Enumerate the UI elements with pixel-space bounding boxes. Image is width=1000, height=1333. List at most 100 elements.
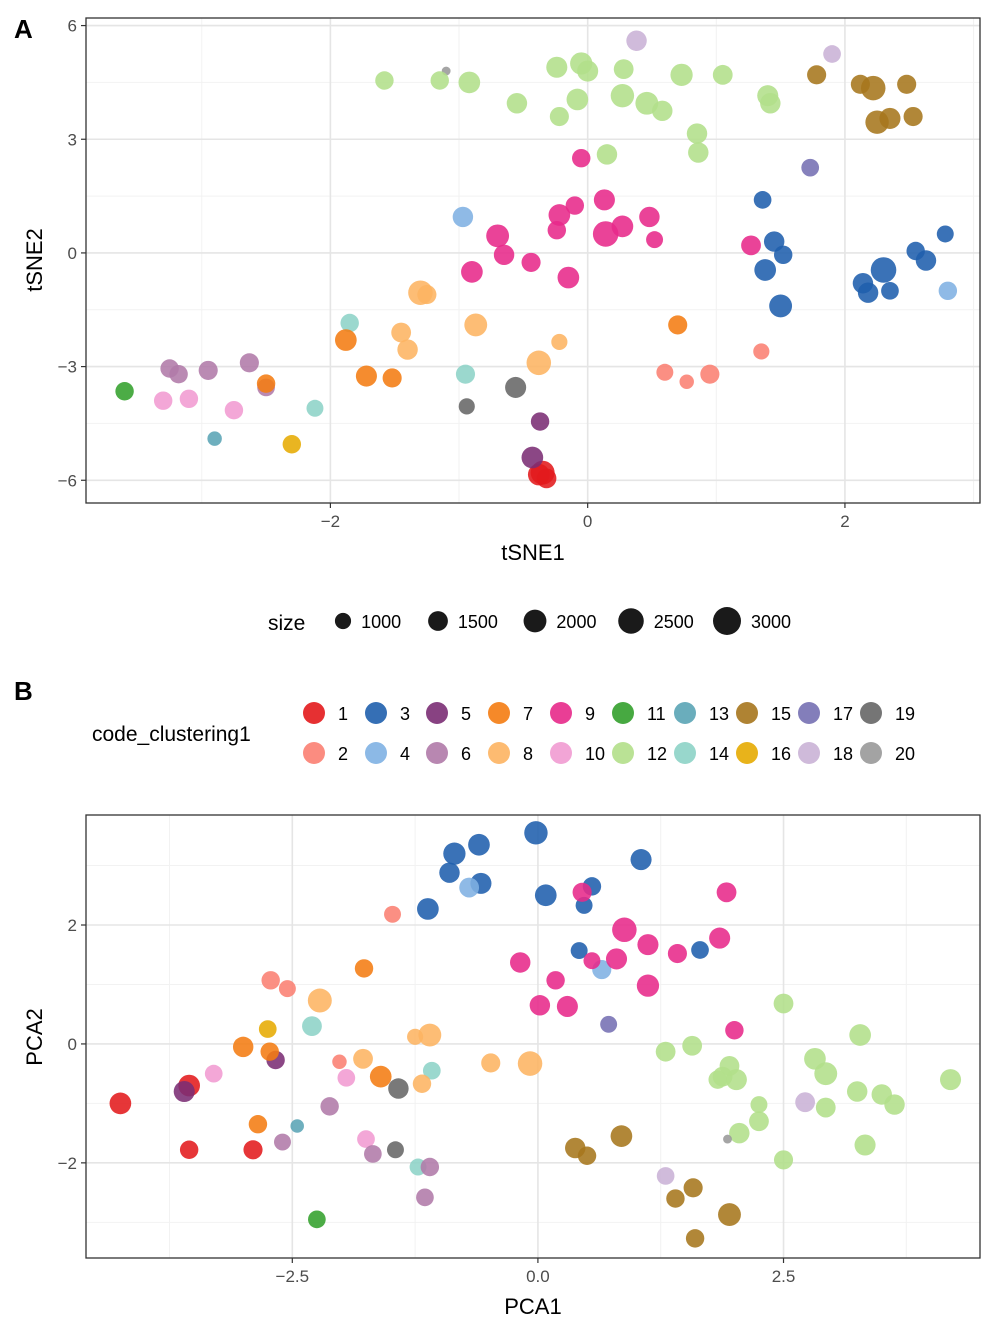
- data-point-cluster-14: [302, 1016, 322, 1036]
- data-point-cluster-3: [915, 250, 937, 271]
- data-point-cluster-8: [526, 350, 552, 376]
- data-point-cluster-12: [655, 1041, 676, 1062]
- plot-border: [85, 17, 981, 504]
- data-point-cluster-8: [551, 333, 568, 351]
- y-tick-label: 0: [68, 244, 77, 263]
- data-point-cluster-16: [258, 1020, 277, 1038]
- size-legend-key: [334, 612, 352, 630]
- data-point-cluster-3: [936, 225, 954, 243]
- data-point-cluster-6: [420, 1157, 440, 1177]
- size-legend-key: [428, 611, 448, 631]
- data-point-cluster-9: [639, 206, 660, 228]
- color-legend-label: 6: [461, 744, 471, 764]
- color-legend-key-8: [488, 742, 510, 764]
- data-point-cluster-3: [534, 884, 557, 907]
- data-point-cluster-12: [773, 1150, 794, 1170]
- x-tick-label: 2: [840, 512, 849, 531]
- color-legend-key-7: [488, 702, 510, 724]
- data-point-cluster-18: [823, 45, 841, 63]
- data-point-cluster-12: [610, 83, 635, 108]
- data-point-cluster-15: [860, 75, 886, 101]
- data-point-cluster-15: [897, 74, 917, 94]
- data-point-cluster-12: [760, 93, 781, 114]
- panel-b-x-axis-title: PCA1: [504, 1294, 561, 1319]
- data-point-cluster-18: [656, 1167, 675, 1185]
- data-point-cluster-12: [846, 1081, 868, 1102]
- data-point-cluster-14: [455, 364, 476, 384]
- data-point-cluster-9: [529, 995, 551, 1016]
- color-legend-label: 15: [771, 704, 791, 724]
- plot-border: [85, 814, 981, 1259]
- data-point-cluster-9: [461, 261, 483, 283]
- x-tick-label: 2.5: [772, 1267, 796, 1286]
- data-point-cluster-9: [546, 971, 565, 990]
- data-point-cluster-4: [452, 206, 474, 228]
- data-point-cluster-9: [565, 196, 585, 215]
- data-point-cluster-6: [364, 1145, 382, 1163]
- data-point-cluster-8: [391, 322, 412, 343]
- data-point-cluster-12: [652, 100, 673, 122]
- x-tick-label: 0.0: [526, 1267, 550, 1286]
- color-legend-key-9: [550, 702, 572, 724]
- data-point-cluster-2: [753, 343, 770, 360]
- data-point-cluster-6: [274, 1133, 291, 1151]
- data-point-cluster-12: [814, 1062, 838, 1086]
- data-point-cluster-2: [278, 980, 296, 998]
- data-point-cluster-10: [153, 391, 173, 410]
- data-point-cluster-7: [248, 1114, 268, 1134]
- data-point-cluster-12: [815, 1097, 836, 1118]
- y-tick-label: 6: [68, 17, 77, 36]
- data-point-cluster-7: [232, 1036, 254, 1058]
- data-point-cluster-19: [505, 376, 527, 398]
- data-point-cluster-7: [256, 374, 276, 393]
- data-point-cluster-3: [857, 282, 879, 303]
- color-legend-key-20: [860, 742, 882, 764]
- panel-b-y-axis-title: PCA2: [22, 1008, 47, 1065]
- size-legend-key: [713, 607, 741, 635]
- data-point-cluster-12: [854, 1134, 876, 1156]
- color-legend-key-13: [674, 702, 696, 724]
- data-point-cluster-15: [807, 65, 827, 85]
- data-point-cluster-12: [884, 1094, 905, 1115]
- color-legend-label: 3: [400, 704, 410, 724]
- data-point-cluster-9: [572, 148, 591, 168]
- data-point-cluster-9: [493, 244, 515, 266]
- data-point-cluster-12: [725, 1069, 747, 1091]
- data-point-cluster-4: [938, 281, 958, 301]
- data-point-cluster-9: [557, 266, 580, 289]
- data-point-cluster-11: [115, 382, 134, 401]
- data-point-cluster-18: [795, 1092, 816, 1113]
- data-point-cluster-3: [753, 191, 772, 209]
- data-point-cluster-14: [306, 399, 324, 417]
- data-point-cluster-7: [334, 329, 357, 351]
- color-legend: code_clustering1 12345678910111213141516…: [92, 702, 915, 764]
- y-tick-label: −3: [58, 358, 77, 377]
- color-legend-label: 18: [833, 744, 853, 764]
- data-point-cluster-7: [355, 365, 377, 387]
- color-legend-key-6: [426, 742, 448, 764]
- data-point-cluster-12: [458, 71, 481, 94]
- data-point-cluster-12: [549, 106, 569, 127]
- color-legend-key-18: [798, 742, 820, 764]
- panel-a-x-axis-title: tSNE1: [501, 540, 565, 565]
- y-tick-label: 3: [68, 130, 77, 149]
- data-point-cluster-9: [636, 974, 660, 997]
- y-tick-label: 0: [68, 1035, 77, 1054]
- data-point-cluster-9: [667, 943, 687, 964]
- data-point-cluster-9: [572, 882, 592, 902]
- color-legend-label: 4: [400, 744, 410, 764]
- data-point-cluster-13: [207, 431, 222, 446]
- color-legend-title: code_clustering1: [92, 723, 251, 746]
- data-point-cluster-12: [670, 63, 693, 86]
- data-point-cluster-10: [357, 1130, 375, 1148]
- panel-a-y-axis-title: tSNE2: [22, 228, 47, 292]
- data-point-cluster-1: [179, 1140, 199, 1159]
- data-point-cluster-9: [637, 934, 659, 956]
- size-legend-label: 2000: [556, 612, 596, 632]
- data-point-cluster-15: [685, 1229, 705, 1248]
- data-point-cluster-12: [750, 1096, 768, 1114]
- data-point-cluster-7: [382, 368, 402, 388]
- data-point-cluster-7: [668, 315, 688, 335]
- data-point-cluster-12: [729, 1122, 750, 1144]
- data-point-cluster-10: [179, 389, 199, 409]
